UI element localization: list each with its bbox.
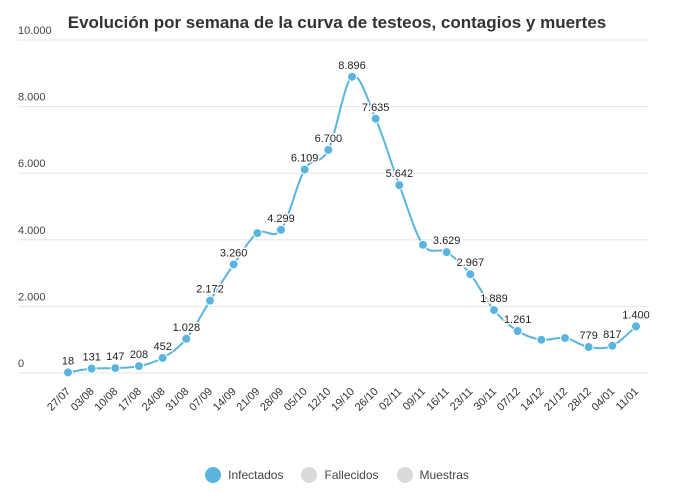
x-tick-label: 23/11 (448, 386, 475, 413)
data-point[interactable] (560, 333, 570, 344)
data-point[interactable] (536, 334, 547, 345)
data-point[interactable] (631, 321, 641, 332)
data-label: 6.109 (291, 153, 319, 165)
legend-label-infectados: Infectados (228, 468, 284, 482)
x-tick-label: 05/10 (282, 386, 310, 414)
data-point[interactable] (299, 164, 310, 175)
data-label: 5.642 (386, 168, 414, 180)
data-point[interactable] (489, 305, 499, 316)
data-point[interactable] (370, 113, 381, 124)
legend-item-muestras[interactable]: Muestras (396, 467, 469, 483)
data-label: 8.896 (338, 60, 366, 72)
legend-label-muestras: Muestras (419, 468, 469, 482)
x-tick-label: 28/12 (566, 386, 594, 414)
x-tick-label: 02/11 (377, 386, 404, 413)
x-tick-label: 12/10 (306, 386, 334, 414)
data-point[interactable] (134, 361, 144, 372)
data-point[interactable] (228, 259, 239, 270)
data-label: 1.889 (480, 293, 508, 305)
x-tick-label: 07/09 (187, 386, 215, 414)
data-point[interactable] (347, 71, 357, 82)
x-tick-label: 31/08 (164, 386, 192, 414)
x-tick-label: 03/08 (69, 386, 97, 414)
data-point[interactable] (252, 228, 263, 239)
data-point[interactable] (418, 239, 428, 250)
x-tick-label: 21/12 (542, 386, 570, 414)
data-label: 452 (153, 341, 171, 353)
x-tick-label: 10/08 (93, 386, 121, 414)
data-point[interactable] (110, 363, 121, 374)
y-tick-label: 4.000 (18, 225, 46, 237)
data-point[interactable] (86, 363, 97, 374)
data-label: 3.260 (220, 247, 248, 259)
data-label: 779 (579, 330, 597, 342)
legend-dot-infectados (205, 467, 222, 483)
grid (18, 39, 648, 374)
y-tick-label: 2.000 (18, 291, 46, 303)
legend-dot-muestras (396, 467, 413, 483)
x-tick-label: 11/01 (614, 386, 641, 413)
data-point[interactable] (512, 326, 523, 337)
x-tick-label: 07/12 (495, 386, 523, 414)
data-label: 147 (106, 351, 124, 363)
series-line (67, 75, 637, 374)
data-label: 1.400 (622, 309, 650, 321)
data-point[interactable] (181, 333, 192, 344)
x-tick-label: 09/11 (401, 386, 428, 413)
data-point[interactable] (583, 342, 594, 353)
data-point[interactable] (157, 352, 168, 363)
x-tick-label: 27/07 (45, 386, 73, 414)
x-tick-label: 14/12 (519, 386, 547, 414)
data-label: 1.261 (504, 314, 532, 326)
data-label: 7.635 (362, 102, 390, 114)
data-point[interactable] (63, 367, 73, 378)
data-label: 131 (82, 352, 100, 364)
y-tick-label: 0 (18, 358, 24, 370)
data-point[interactable] (323, 144, 334, 155)
y-axis: 0 2.000 4.000 6.000 8.000 10.000 (18, 25, 52, 370)
y-tick-label: 6.000 (18, 158, 46, 170)
y-tick-label: 8.000 (18, 92, 46, 104)
data-label: 208 (130, 349, 148, 361)
x-tick-label: 26/10 (353, 386, 381, 414)
data-label: 2.967 (457, 257, 485, 269)
x-tick-label: 04/01 (590, 386, 618, 414)
data-point[interactable] (394, 180, 405, 191)
data-point[interactable] (607, 340, 618, 351)
x-tick-label: 21/09 (235, 386, 263, 414)
legend-item-infectados[interactable]: Infectados (205, 467, 283, 483)
legend-label-fallecidos: Fallecidos (324, 468, 379, 482)
legend-item-fallecidos[interactable]: Fallecidos (301, 467, 379, 483)
legend-dot-fallecidos (301, 467, 318, 483)
x-tick-label: 16/11 (424, 386, 451, 413)
data-label: 2.172 (196, 284, 224, 296)
data-point[interactable] (465, 269, 476, 280)
x-tick-label: 14/09 (211, 386, 239, 414)
data-point[interactable] (205, 295, 215, 306)
data-label: 18 (62, 355, 74, 367)
x-axis: 27/0703/0810/0817/0824/0831/0807/0914/09… (45, 386, 641, 414)
x-tick-label: 17/08 (116, 386, 144, 414)
y-tick-label: 10.000 (18, 25, 52, 37)
data-label: 1.028 (173, 322, 201, 334)
data-label: 3.629 (433, 235, 461, 247)
data-label: 4.299 (267, 213, 295, 225)
legend: Infectados Fallecidos Muestras (0, 462, 674, 488)
x-tick-label: 30/11 (472, 386, 499, 413)
data-point[interactable] (276, 224, 286, 235)
chart-title: Evolución por semana de la curva de test… (68, 13, 607, 32)
x-tick-label: 28/09 (258, 386, 286, 414)
x-tick-label: 24/08 (140, 386, 168, 414)
data-label: 6.700 (315, 133, 343, 145)
series-infectados (63, 71, 641, 378)
x-tick-label: 19/10 (329, 386, 357, 414)
data-point[interactable] (441, 247, 452, 258)
data-label: 817 (603, 329, 621, 341)
